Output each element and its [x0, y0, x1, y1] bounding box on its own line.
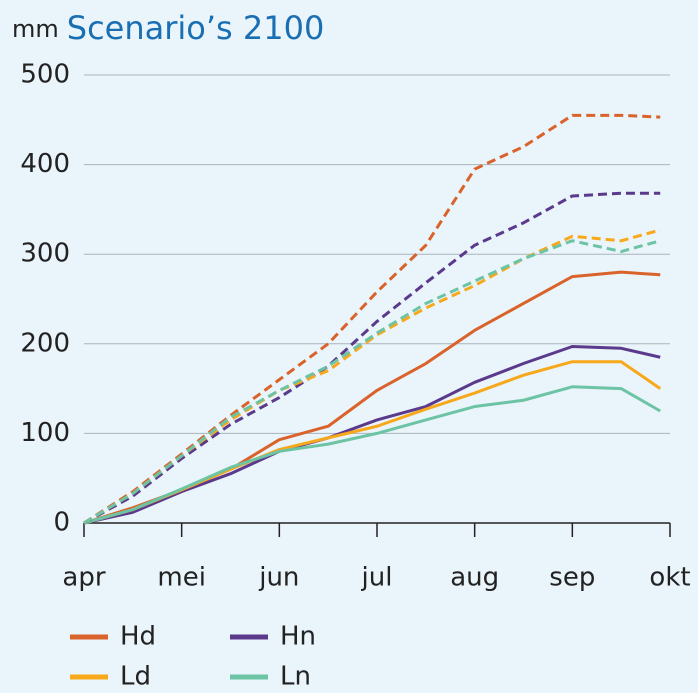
x-tick-label: mei [157, 563, 206, 593]
y-tick-label: 0 [53, 508, 70, 538]
title-unit: mm [12, 15, 59, 43]
legend-label: Ln [280, 662, 311, 692]
legend-label: Ld [120, 662, 151, 692]
y-tick-label: 500 [20, 60, 70, 90]
legend-label: Hd [120, 622, 156, 652]
y-tick-label: 300 [20, 239, 70, 269]
dashed-line [83, 239, 661, 525]
x-tick-label: jul [361, 563, 393, 593]
line [83, 344, 661, 525]
y-tick-label: 100 [20, 418, 70, 448]
y-tick-label: 200 [20, 328, 70, 358]
y-tick-label: 400 [20, 149, 70, 179]
chart-title: mm Scenario’s 2100 [12, 9, 324, 47]
title-text: Scenario’s 2100 [67, 9, 325, 47]
x-tick-label: okt [649, 563, 690, 593]
dashed-line [83, 191, 661, 525]
line [83, 385, 661, 525]
x-tick-label: jun [258, 563, 299, 593]
x-tick-label: apr [62, 563, 105, 593]
x-tick-label: sep [549, 563, 595, 593]
x-tick-label: aug [450, 563, 499, 593]
legend-label: Hn [280, 622, 316, 652]
